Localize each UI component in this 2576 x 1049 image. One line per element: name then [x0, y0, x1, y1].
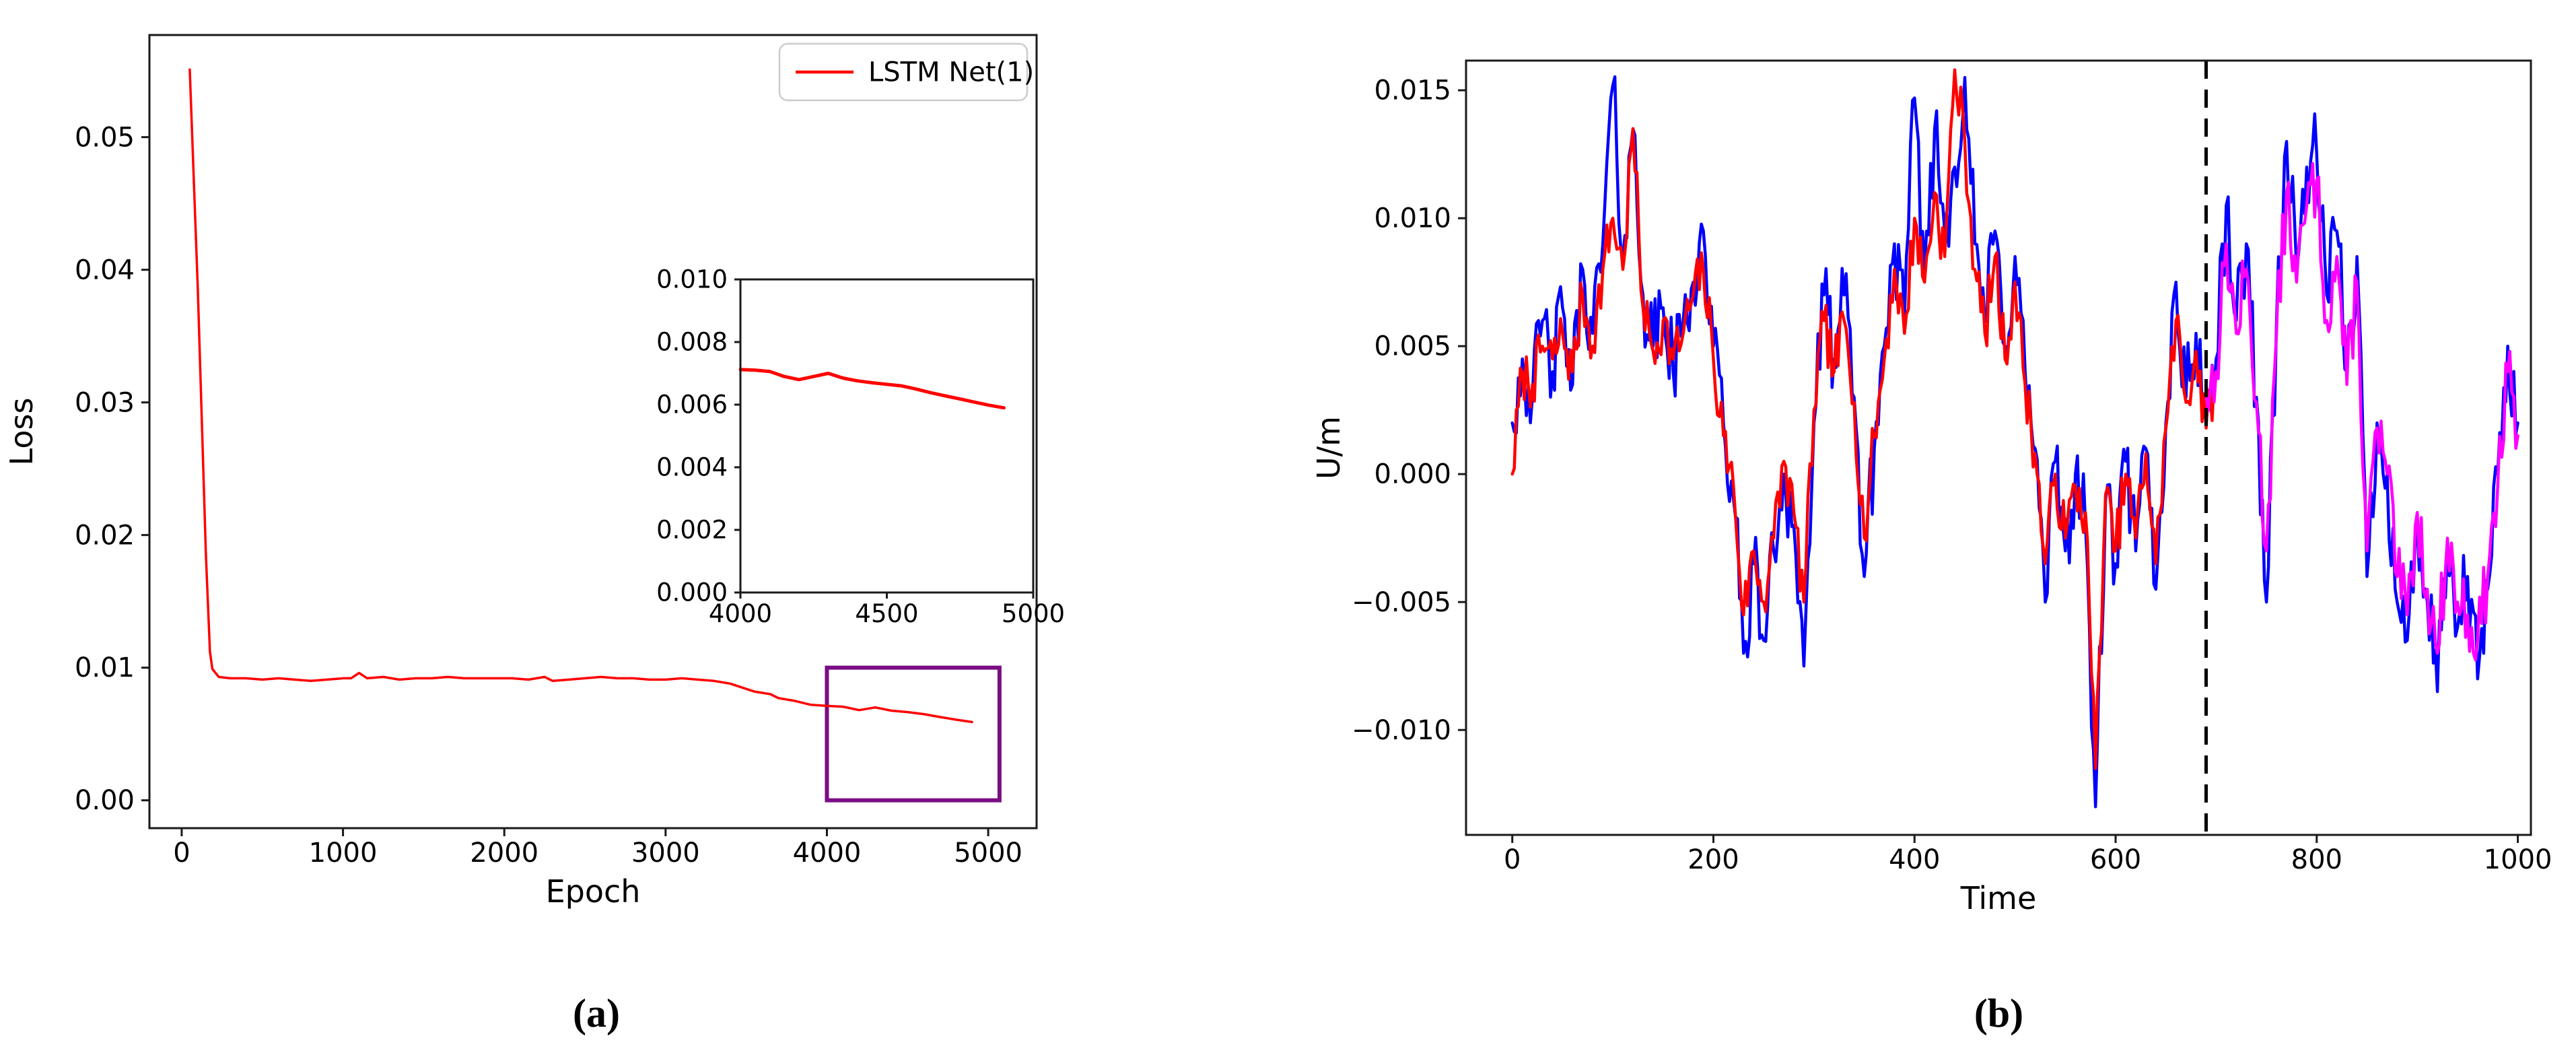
- loss-inset-axes: 4000 4500 5000 0.000 0.002 0.004 0.006 0.008 0.0…: [656, 265, 1065, 629]
- forecast-series-prediction: [2204, 162, 2519, 662]
- y-tick-label: 0.010: [1374, 203, 1451, 234]
- forecast-chart-panel: 0 200 400 600 800 1000 −0.010 −0.005 0.000 0.005 0…: [1292, 0, 2576, 1049]
- y-tick-label: 0.006: [656, 391, 728, 419]
- y-tick-label: 0.02: [75, 520, 135, 551]
- loss-series-lstm-net-1-: [188, 68, 973, 724]
- loss-inset-frame: [739, 278, 1035, 594]
- forecast-series-actual: [1510, 75, 2519, 809]
- y-tick-label: 0.004: [656, 453, 728, 482]
- y-tick-label: 0.002: [656, 516, 728, 545]
- loss-inset-series-lstm-net-1-zoom: [738, 368, 1006, 410]
- y-tick-label: 0.005: [1374, 331, 1451, 362]
- loss-axes: 0 1000 2000 3000 4000 5000 0.00 0.01 0.02 0.03 0.0…: [3, 34, 1038, 910]
- forecast-frame: [1465, 59, 2532, 836]
- x-tick-label: 4500: [855, 599, 918, 628]
- x-tick-label: 0: [173, 838, 190, 869]
- y-tick-label: 0.01: [75, 652, 135, 683]
- y-tick-label: 0.010: [656, 265, 728, 294]
- x-tick-label: 1000: [309, 838, 378, 869]
- y-tick-label: 0.04: [75, 255, 135, 285]
- y-tick-label: −0.005: [1352, 587, 1451, 618]
- forecast-chart: 0 200 400 600 800 1000 −0.010 −0.005 0.000 0.005 0…: [1311, 59, 2552, 916]
- loss-frame: [148, 34, 1038, 830]
- x-tick-label: 400: [1889, 844, 1940, 875]
- y-axis-label: Loss: [3, 398, 40, 466]
- legend: LSTM Net(1): [778, 42, 1034, 102]
- y-tick-label: 0.015: [1374, 75, 1451, 106]
- x-tick-label: 3000: [631, 838, 700, 869]
- x-axis-label: Time: [1960, 880, 2037, 916]
- x-tick-label: 4000: [793, 838, 862, 869]
- caption-b: (b): [1974, 991, 2024, 1036]
- x-tick-label: 600: [2090, 844, 2141, 875]
- legend-box: [778, 42, 1029, 102]
- x-tick-label: 5000: [1002, 599, 1065, 628]
- caption-a: (a): [573, 991, 620, 1036]
- y-tick-label: 0.000: [1374, 459, 1451, 490]
- y-tick-label: 0.00: [75, 785, 135, 816]
- x-tick-label: 5000: [954, 838, 1022, 869]
- y-tick-label: −0.010: [1352, 715, 1451, 746]
- loss-chart-panel: 0 1000 2000 3000 4000 5000 0.00 0.01 0.02 0.03 0.0…: [3, 34, 1065, 1036]
- zoom-region-rect: [825, 665, 1002, 803]
- y-axis-label: U/m: [1311, 416, 1347, 479]
- x-tick-label: 800: [2291, 844, 2342, 875]
- y-tick-label: 0.03: [75, 387, 135, 418]
- x-tick-label: 0: [1504, 844, 1521, 875]
- x-tick-label: 4000: [709, 599, 772, 628]
- loss-chart: 0 1000 2000 3000 4000 5000 0.00 0.01 0.02 0.03 0.0…: [3, 34, 1065, 910]
- forecast-series-fit: [1510, 68, 2218, 770]
- x-tick-label: 1000: [2484, 844, 2552, 875]
- y-tick-label: 0.008: [656, 328, 728, 357]
- x-axis-label: Epoch: [546, 873, 641, 910]
- x-tick-label: 2000: [470, 838, 538, 869]
- y-tick-label: 0.000: [656, 578, 728, 607]
- forecast-axes: 0 200 400 600 800 1000 −0.010 −0.005 0.000 0.005 0…: [1311, 59, 2552, 916]
- x-tick-label: 200: [1687, 844, 1739, 875]
- legend-label: LSTM Net(1): [868, 57, 1034, 88]
- y-tick-label: 0.05: [75, 122, 135, 153]
